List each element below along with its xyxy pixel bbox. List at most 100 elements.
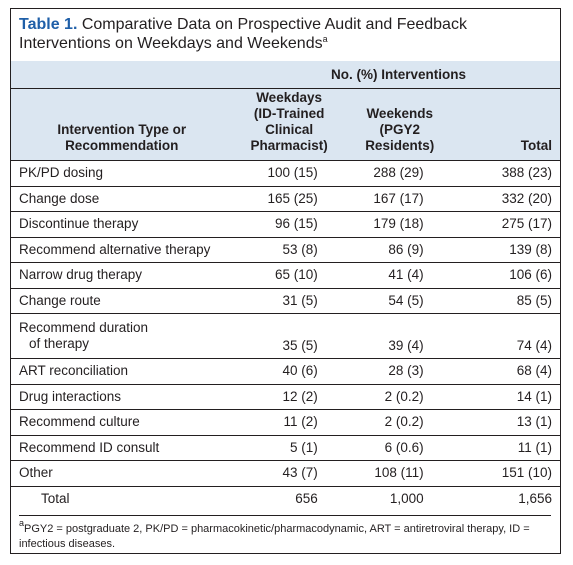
value-cell: 28 (3) (388, 363, 424, 379)
value-cell: 53 (8) (282, 241, 318, 257)
value-cell: 40 (6) (282, 363, 318, 379)
row-label: ART reconciliation (19, 363, 129, 379)
row-label-cell: ART reconciliation (11, 359, 232, 385)
header-line: Pharmacist) (250, 138, 328, 153)
value-cell: 100 (15) (267, 165, 318, 181)
header-line: Total (520, 138, 552, 153)
row-label-cell: Total (11, 486, 232, 511)
row-label: Discontinue therapy (19, 216, 139, 232)
table-row: Other 43 (7) 108 (11) 151 (10) (11, 460, 560, 487)
row-label: Recommend ID consult (19, 439, 160, 455)
table-row: Recommend alternative therapy 53 (8) 86 (9… (11, 237, 560, 263)
table-label: Table 1. (19, 16, 78, 33)
row-label-cell: Change dose (11, 186, 232, 212)
header-line: Weekends (366, 106, 433, 121)
row-label-cell: Recommend duration of therapy (11, 314, 232, 359)
value-cell: 5 (1) (290, 439, 318, 455)
row-label: Narrow drug therapy (19, 267, 143, 283)
header-line: Residents) (365, 138, 435, 153)
data-table: No. (%) Interventions Intervention Type … (11, 61, 560, 511)
value-cell: 96 (15) (274, 216, 318, 232)
row-label: PK/PD dosing (19, 165, 104, 181)
footnote-text: PGY2 = postgraduate 2, PK/PD = pharmacok… (19, 523, 530, 550)
value-cell: 85 (5) (516, 292, 552, 308)
row-label-cell: Other (11, 461, 232, 487)
header-line: Intervention Type or (57, 122, 187, 137)
title-text: Comparative Data on Prospective Audit an… (19, 16, 467, 52)
group-header: No. (%) Interventions (11, 61, 560, 89)
title-superscript: a (322, 34, 328, 44)
value-cell: 11 (1) (517, 439, 552, 455)
row-label: of therapy (29, 336, 90, 351)
table-title: Table 1. Comparative Data on Prospective… (19, 15, 549, 53)
header-line: Recommendation (65, 138, 179, 153)
row-label: Drug interactions (19, 388, 122, 404)
value-cell: 6 (0.6) (384, 439, 424, 455)
table-body: PK/PD dosing 100 (15) 288 (29) 388 (23) Chan… (11, 160, 560, 512)
value-cell: 86 (9) (388, 241, 424, 257)
footnote-superscript: a (19, 518, 25, 528)
table-row: Recommend culture 11 (2) 2 (0.2) 13 (1) (11, 409, 560, 436)
value-cell: 1,656 (518, 490, 552, 506)
value-cell: 151 (10) (501, 465, 552, 481)
table-row: Recommend duration of therapy 35 (5) 39 (4)… (11, 313, 560, 359)
row-label-cell: Change route (11, 288, 232, 314)
row-label-cell: Recommend ID consult (11, 435, 232, 461)
column-header: Intervention Type or Recommendation (11, 89, 232, 161)
value-cell: 41 (4) (388, 267, 424, 283)
group-header-row: No. (%) Interventions (11, 61, 560, 89)
value-cell: 165 (25) (267, 190, 318, 206)
row-label: Recommend alternative therapy (19, 241, 211, 257)
table-head: No. (%) Interventions Intervention Type … (11, 61, 560, 161)
column-header: Total (454, 89, 560, 161)
value-cell: 179 (18) (373, 216, 424, 232)
header-line: Clinical (265, 122, 314, 137)
value-cell: 39 (4) (388, 338, 424, 353)
value-cell: 54 (5) (388, 292, 424, 308)
row-label: Recommend culture (19, 414, 140, 430)
value-cell: 13 (1) (516, 414, 552, 430)
value-cell: 1,000 (389, 490, 424, 506)
value-cell: 108 (11) (374, 465, 424, 481)
row-label: Change dose (19, 190, 100, 206)
value-cell: 14 (1) (516, 388, 552, 404)
column-header: Weekends (PGY2 Residents) (346, 89, 454, 161)
value-cell: 106 (6) (509, 267, 552, 283)
row-label-cell: Discontinue therapy (11, 212, 232, 238)
table-row: Change route 31 (5) 54 (5) 85 (5) (11, 288, 560, 314)
value-cell: 275 (17) (501, 216, 552, 232)
table-row: Change dose 165 (25) 167 (17) 332 (20) (11, 186, 560, 212)
row-label-cell: Recommend culture (11, 410, 232, 436)
row-label-cell: PK/PD dosing (11, 161, 232, 187)
value-cell: 656 (295, 490, 318, 506)
table-frame: Table 1. Comparative Data on Prospective… (10, 8, 561, 554)
value-cell: 139 (8) (509, 241, 552, 257)
row-label: Change route (19, 292, 101, 308)
value-cell: 68 (4) (516, 363, 552, 379)
value-cell: 12 (2) (282, 388, 318, 404)
value-cell: 288 (29) (373, 165, 424, 181)
value-cell: 31 (5) (282, 292, 318, 308)
value-cell: 11 (2) (283, 414, 318, 430)
value-cell: 74 (4) (516, 338, 552, 353)
header-line: (PGY2 (379, 122, 420, 137)
column-header: Weekdays (ID-Trained Clinical Pharmacist) (232, 89, 345, 161)
value-cell: 43 (7) (282, 465, 318, 481)
row-label: Recommend duration (19, 320, 149, 335)
value-cell: 35 (5) (282, 338, 318, 353)
row-label-cell: Drug interactions (11, 384, 232, 410)
value-cell: 388 (23) (501, 165, 552, 181)
table-row: PK/PD dosing 100 (15) 288 (29) 388 (23) (11, 160, 560, 187)
table-row: Recommend ID consult 5 (1) 6 (0.6) 11 (1) (11, 435, 560, 461)
header-line: (ID-Trained (253, 106, 325, 121)
row-label: Total (41, 490, 70, 506)
row-label: Other (19, 465, 53, 481)
column-header-row: Intervention Type or Recommendation Weekda… (11, 88, 560, 161)
row-label-cell: Recommend alternative therapy (11, 237, 232, 263)
table-row: Drug interactions 12 (2) 2 (0.2) 14 (1) (11, 384, 560, 410)
value-cell: 332 (20) (501, 190, 552, 206)
footnote: aPGY2 = postgraduate 2, PK/PD = pharmaco… (19, 515, 551, 552)
table-row: Discontinue therapy 96 (15) 179 (18) 275 (1… (11, 211, 560, 238)
table-row: Total 656 1,000 1,656 (11, 486, 560, 511)
